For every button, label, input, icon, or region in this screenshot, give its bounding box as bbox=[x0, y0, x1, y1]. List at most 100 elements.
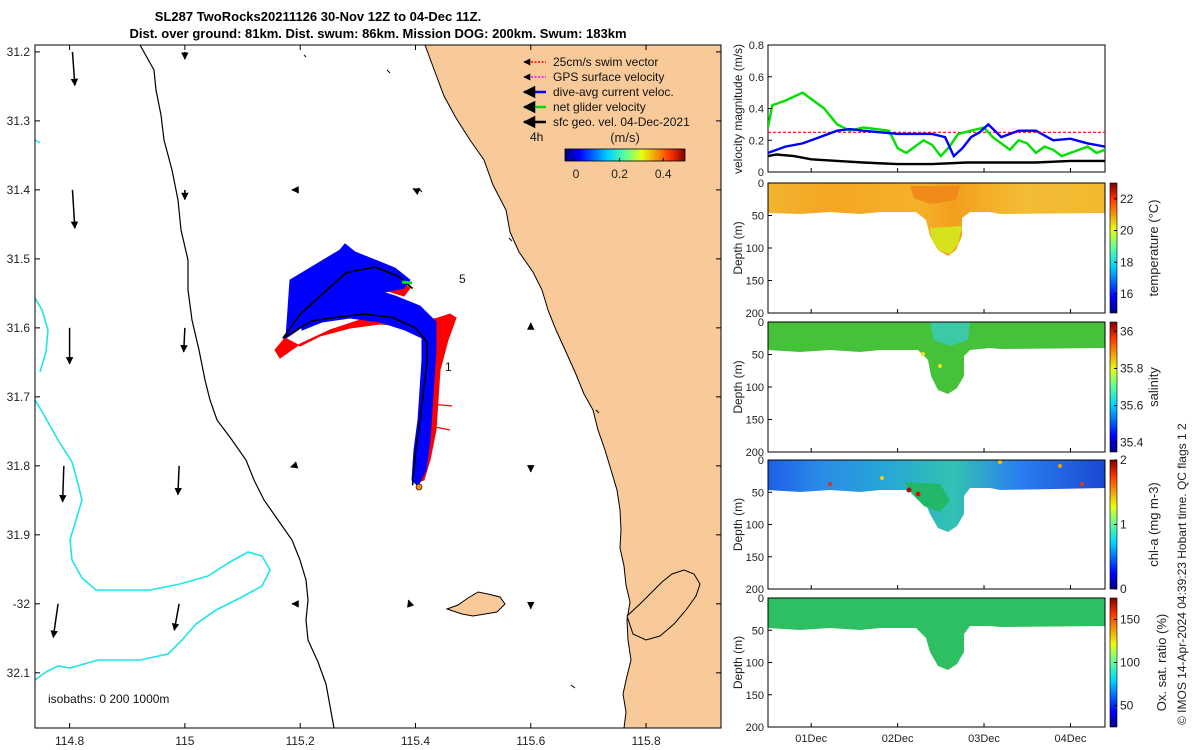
chl-a-point bbox=[915, 491, 921, 497]
colorbar-tick-label: 35.8 bbox=[1120, 361, 1144, 375]
map-y-tick-label: 31.8 bbox=[7, 459, 31, 473]
map-y-tick-label: 31.6 bbox=[7, 321, 31, 335]
depth-tick-label: 50 bbox=[752, 350, 764, 362]
credit-text: © IMOS 14-Apr-2024 04:39:23 Hobart time.… bbox=[1175, 423, 1189, 725]
map-y-tick-label: 31.3 bbox=[7, 114, 31, 128]
salinity-field bbox=[768, 322, 1105, 394]
velocity-y-tick-label: 0.8 bbox=[749, 40, 764, 52]
depth-tick-label: 150 bbox=[746, 415, 764, 427]
map-x-tick-label: 115.6 bbox=[516, 734, 545, 748]
oxygen-colorbar-label: Ox. sat. ratio (%) bbox=[1154, 614, 1169, 712]
legend-label: GPS surface velocity bbox=[553, 70, 664, 84]
geostrophic-vectors bbox=[50, 51, 535, 639]
map-x-tick-label: 114.8 bbox=[55, 734, 84, 748]
velocity-panel: 0 0.2 0.4 0.6 0.8 velocity magnitude (m/s) bbox=[731, 40, 1106, 179]
colorbar-tick-label: 50 bbox=[1120, 699, 1134, 713]
geo-velocity-arrow bbox=[180, 327, 188, 353]
glider-track bbox=[282, 266, 428, 486]
map-y-tick-label: 31.9 bbox=[7, 528, 31, 542]
geo-velocity-arrow bbox=[290, 461, 299, 469]
velocity-y-tick-label: 0.6 bbox=[749, 72, 764, 84]
depth-tick-label: 200 bbox=[746, 722, 764, 734]
depth-tick-label: 200 bbox=[746, 584, 764, 596]
map-y-tick-label: 31.2 bbox=[7, 45, 31, 59]
temperature-colorbar bbox=[1109, 182, 1118, 314]
map-colorbar-title: (m/s) bbox=[610, 130, 640, 145]
salinity-panel bbox=[768, 322, 1105, 452]
geo-velocity-arrow bbox=[70, 51, 79, 87]
map-y-tick-label: 31.5 bbox=[7, 252, 31, 266]
depth-tick-label: 100 bbox=[746, 382, 764, 394]
colorbar-tick-label: 35.4 bbox=[1120, 436, 1144, 450]
velocity-y-tick-label: 0.2 bbox=[749, 135, 764, 147]
depth-tick-label: 100 bbox=[746, 520, 764, 532]
velocity-y-tick-label: 0.4 bbox=[749, 104, 764, 116]
geo-velocity-arrow bbox=[174, 465, 182, 496]
salinity-point bbox=[938, 364, 942, 368]
rottnest-island bbox=[445, 591, 506, 617]
legend-label: dive-avg current veloc. bbox=[553, 85, 674, 99]
temperature-plume bbox=[930, 226, 962, 254]
time-tick-label: 04Dec bbox=[1055, 733, 1087, 745]
velocity-y-axis: 0 0.2 0.4 0.6 0.8 bbox=[749, 40, 1071, 179]
depth-tick-label: 50 bbox=[752, 625, 764, 637]
time-tick-label: 02Dec bbox=[882, 733, 914, 745]
geo-velocity-arrow bbox=[70, 189, 79, 230]
depth-tick-label: 0 bbox=[758, 455, 764, 467]
oxygen-field bbox=[768, 598, 1105, 670]
isobaths-label: isobaths: 0 200 1000m bbox=[48, 692, 169, 706]
map-x-tick-label: 115 bbox=[175, 734, 194, 748]
map-x-tick-label: 115.8 bbox=[631, 734, 660, 748]
colorbar-tick-label: 35.6 bbox=[1120, 399, 1144, 413]
legend-label: 25cm/s swim vector bbox=[553, 55, 658, 69]
depth-tick-label: 150 bbox=[746, 276, 764, 288]
colorbar-tick-label: 2 bbox=[1120, 453, 1127, 467]
chl-a-colorbar-label: chl-a (mg m-3) bbox=[1146, 482, 1161, 567]
colorbar-tick-label: 36 bbox=[1120, 324, 1134, 338]
map-panel: 114.8 115 115.2 115.4 115.6 115.8 31.231.331.… bbox=[7, 44, 722, 748]
garden-island bbox=[626, 569, 701, 641]
velocity-series-line bbox=[768, 153, 1105, 166]
map-y-tick-label: 32.1 bbox=[7, 666, 31, 680]
isobath-1000m bbox=[139, 45, 335, 728]
map-y-tick-label: 31.7 bbox=[7, 390, 31, 404]
map-x-tick-label: 115.2 bbox=[286, 734, 315, 748]
geo-velocity-arrow bbox=[50, 603, 59, 639]
chl-a-point bbox=[880, 476, 884, 480]
colorbar-tick-label: 16 bbox=[1120, 287, 1134, 301]
depth-tick-label: 100 bbox=[746, 243, 764, 255]
colorbar-tick-label: 0 bbox=[1120, 582, 1127, 596]
depth-tick-label: 0 bbox=[758, 178, 764, 190]
salinity-colorbar bbox=[1109, 321, 1118, 453]
legend-label: net glider velocity bbox=[553, 100, 646, 114]
temperature-panel bbox=[768, 183, 1105, 313]
depth-tick-label: 200 bbox=[746, 447, 764, 459]
depth-tick-label: 0 bbox=[758, 593, 764, 605]
chl-a-max bbox=[904, 482, 950, 512]
time-tick-label: 01Dec bbox=[795, 733, 827, 745]
chl-a-point bbox=[1058, 464, 1062, 468]
map-colorbar bbox=[564, 148, 686, 162]
map-y-tick-label: 31.4 bbox=[7, 183, 31, 197]
geo-velocity-arrow bbox=[407, 599, 415, 608]
chl-a-point bbox=[998, 460, 1002, 464]
map-frame bbox=[34, 44, 722, 729]
geo-velocity-arrow bbox=[59, 465, 67, 503]
temperature-field bbox=[768, 183, 1105, 256]
depth-tick-label: 50 bbox=[752, 487, 764, 499]
salinity-low-patch bbox=[930, 322, 970, 346]
salinity-colorbar-label: salinity bbox=[1146, 367, 1161, 407]
oxygen-panel bbox=[768, 598, 1105, 727]
colorbar-tick-label: 100 bbox=[1120, 656, 1140, 670]
isobath-200m bbox=[35, 139, 271, 681]
temperature-ylabel: Depth (m) bbox=[731, 221, 745, 274]
map-x-axis: 114.8 115 115.2 115.4 115.6 115.8 bbox=[55, 45, 661, 748]
velocity-y-tick-label: 0 bbox=[758, 167, 764, 179]
temperature-colorbar-label: temperature (°C) bbox=[1146, 200, 1161, 297]
colorbar-tick-label: 0.4 bbox=[655, 167, 672, 181]
coastal-islands bbox=[303, 54, 600, 689]
map-colorbar-ticks: 0 0.2 0.4 bbox=[573, 158, 672, 181]
swim-vector-east bbox=[429, 403, 453, 431]
time-tick-label: 03Dec bbox=[968, 733, 1000, 745]
